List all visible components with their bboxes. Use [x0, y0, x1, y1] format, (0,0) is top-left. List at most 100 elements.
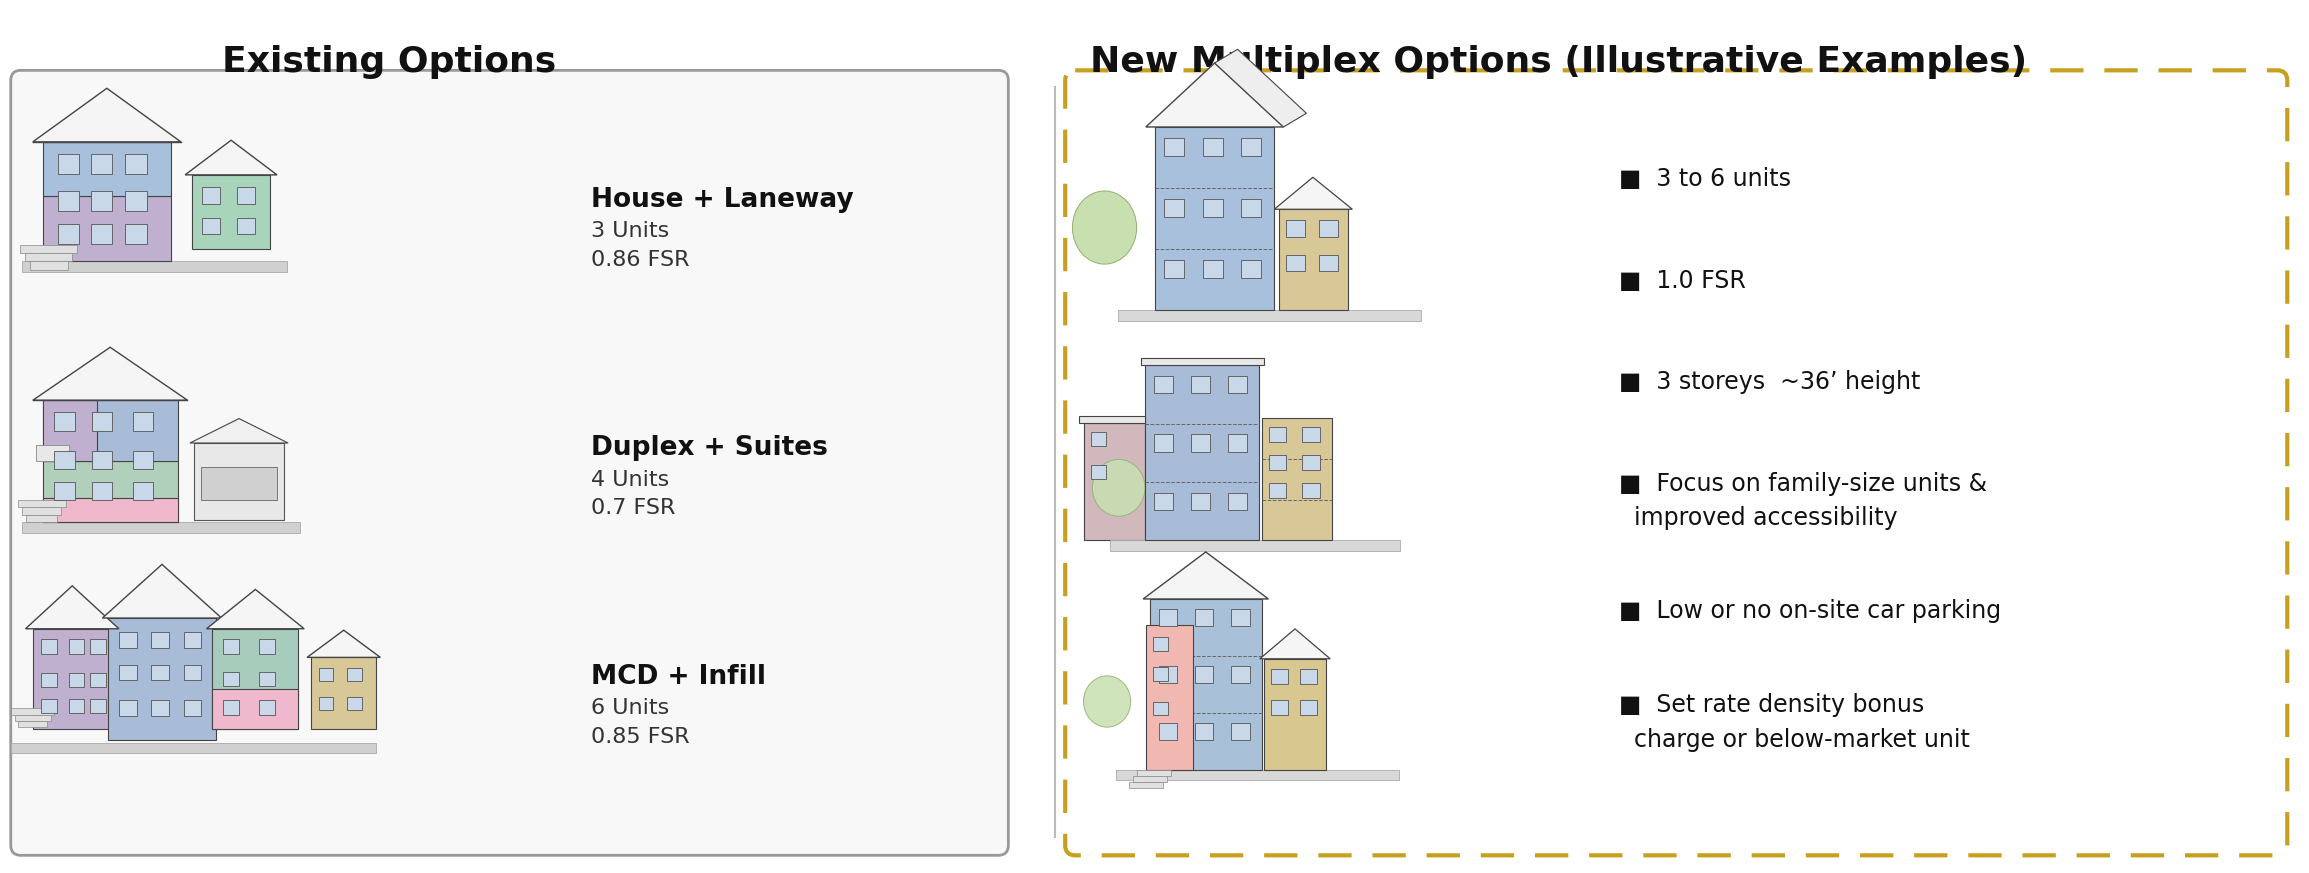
Polygon shape — [102, 564, 222, 618]
Bar — [53, 482, 74, 500]
Bar — [58, 191, 79, 211]
Bar — [25, 253, 72, 262]
Text: New Multiplex Options (Illustrative Examples): New Multiplex Options (Illustrative Exam… — [1090, 45, 2027, 79]
Polygon shape — [109, 618, 215, 739]
Bar — [1118, 310, 1420, 320]
Bar — [1154, 492, 1173, 510]
Bar — [1154, 434, 1173, 451]
Bar — [1270, 455, 1286, 471]
Text: 0.85 FSR: 0.85 FSR — [591, 727, 690, 747]
Polygon shape — [25, 586, 118, 629]
Bar — [132, 482, 152, 500]
Bar — [92, 482, 113, 500]
Bar — [30, 262, 67, 270]
Bar — [1270, 700, 1288, 715]
Polygon shape — [32, 629, 111, 729]
Text: MCD + Infill: MCD + Infill — [591, 663, 767, 690]
Bar — [238, 217, 256, 234]
Bar — [259, 700, 275, 715]
Polygon shape — [1215, 49, 1307, 127]
Bar — [1302, 455, 1321, 471]
Bar — [1164, 199, 1185, 217]
Bar — [69, 699, 85, 713]
Text: ■  Set rate density bonus
  charge or below-market unit: ■ Set rate density bonus charge or below… — [1619, 693, 1970, 752]
Bar — [12, 743, 376, 753]
Bar — [150, 700, 169, 716]
Bar — [1228, 492, 1247, 510]
Text: Existing Options: Existing Options — [222, 45, 556, 79]
Bar — [1090, 432, 1106, 446]
Bar — [1129, 782, 1164, 787]
Text: ■  3 to 6 units: ■ 3 to 6 units — [1619, 167, 1792, 190]
Bar — [346, 697, 363, 710]
Bar — [1231, 723, 1249, 740]
Text: 0.7 FSR: 0.7 FSR — [591, 498, 677, 519]
Polygon shape — [1083, 423, 1145, 540]
Polygon shape — [1261, 418, 1332, 540]
Bar — [1203, 260, 1224, 278]
Bar — [1302, 427, 1321, 443]
Bar — [69, 673, 85, 687]
Bar — [1318, 220, 1337, 237]
Polygon shape — [1263, 659, 1325, 770]
Text: ■  Focus on family-size units &
  improved accessibility: ■ Focus on family-size units & improved … — [1619, 471, 1988, 530]
FancyBboxPatch shape — [12, 71, 1009, 856]
Polygon shape — [1215, 63, 1284, 127]
Bar — [1242, 260, 1261, 278]
Bar — [1231, 609, 1249, 626]
Polygon shape — [42, 400, 178, 461]
Bar — [150, 632, 169, 648]
Polygon shape — [1145, 63, 1284, 127]
Polygon shape — [42, 461, 178, 522]
Bar — [118, 664, 136, 680]
Bar — [1136, 770, 1171, 776]
Bar — [1078, 416, 1145, 423]
Bar — [1194, 666, 1215, 684]
Bar — [1300, 669, 1318, 684]
Bar — [125, 224, 148, 244]
Bar — [1159, 666, 1178, 684]
Text: 0.86 FSR: 0.86 FSR — [591, 250, 690, 270]
Bar — [1318, 255, 1337, 272]
Bar — [1270, 483, 1286, 498]
Bar — [53, 450, 74, 470]
Bar — [1159, 723, 1178, 740]
Bar — [21, 245, 79, 253]
Bar — [1228, 434, 1247, 451]
Ellipse shape — [1083, 676, 1131, 727]
Bar — [125, 191, 148, 211]
Bar — [1154, 376, 1173, 394]
Text: 4 Units: 4 Units — [591, 470, 670, 490]
Bar — [132, 412, 152, 431]
Bar — [37, 445, 69, 461]
Bar — [1134, 776, 1166, 782]
Bar — [1194, 609, 1215, 626]
Bar — [182, 664, 201, 680]
Polygon shape — [189, 418, 289, 443]
Bar — [259, 640, 275, 654]
Bar — [1191, 376, 1210, 394]
Bar — [14, 714, 51, 721]
Polygon shape — [32, 88, 180, 142]
Bar — [1286, 255, 1305, 272]
Bar — [1242, 199, 1261, 217]
Bar — [25, 514, 58, 522]
Text: ■  3 storeys  ~36’ height: ■ 3 storeys ~36’ height — [1619, 370, 1921, 395]
Bar — [201, 467, 277, 500]
Bar — [1191, 492, 1210, 510]
Polygon shape — [206, 589, 305, 629]
Polygon shape — [212, 629, 298, 729]
Bar — [90, 155, 113, 174]
Bar — [1228, 376, 1247, 394]
Bar — [118, 700, 136, 716]
Text: ■  Low or no on-site car parking: ■ Low or no on-site car parking — [1619, 599, 2002, 623]
Bar — [118, 632, 136, 648]
Polygon shape — [42, 400, 97, 461]
Bar — [194, 443, 284, 520]
Text: 6 Units: 6 Units — [591, 698, 670, 718]
Polygon shape — [1261, 629, 1330, 659]
Bar — [58, 224, 79, 244]
Text: 3 Units: 3 Units — [591, 222, 670, 241]
Polygon shape — [1145, 366, 1258, 540]
Polygon shape — [185, 141, 277, 175]
